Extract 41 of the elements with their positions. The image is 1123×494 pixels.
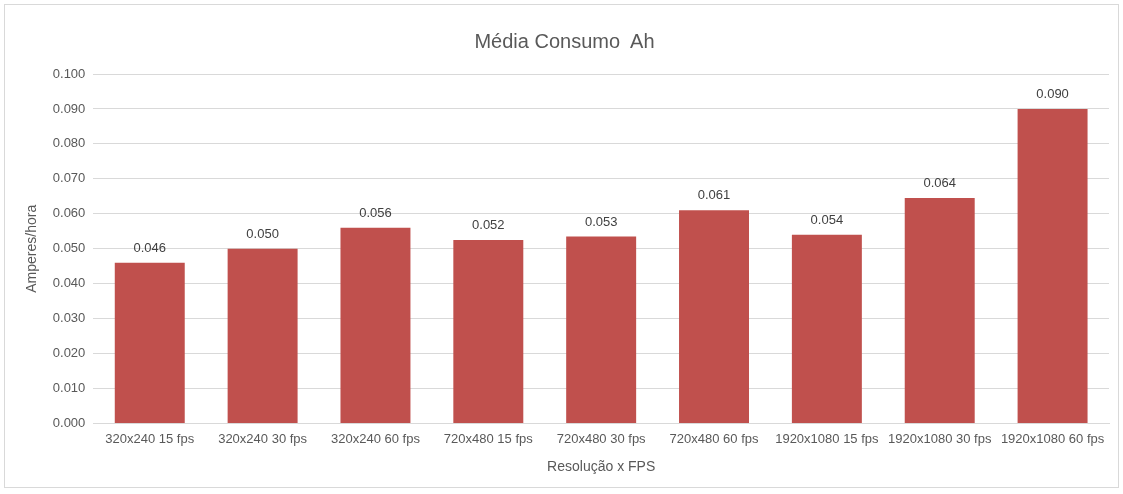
x-tick-label: 720x480 15 fps bbox=[443, 430, 534, 446]
data-label: 0.050 bbox=[246, 225, 279, 241]
x-tick-label: 1920x1080 15 fps bbox=[775, 430, 880, 446]
data-label: 0.090 bbox=[1036, 86, 1069, 102]
y-tick-label: 0.040 bbox=[52, 275, 86, 291]
data-label: 0.064 bbox=[923, 175, 956, 191]
bar bbox=[791, 234, 862, 424]
x-tick-label: 320x240 60 fps bbox=[331, 430, 421, 446]
data-label: 0.054 bbox=[810, 211, 844, 227]
y-tick-label: 0.000 bbox=[52, 415, 86, 431]
bar bbox=[1017, 108, 1088, 424]
bar bbox=[679, 210, 749, 424]
y-tick-label: 0.020 bbox=[52, 345, 86, 361]
bar bbox=[566, 236, 637, 424]
x-tick-label: 1920x1080 30 fps bbox=[888, 430, 992, 446]
bar bbox=[340, 227, 411, 424]
data-label: 0.046 bbox=[133, 239, 167, 255]
chart-title: Média Consumo Ah bbox=[474, 29, 655, 52]
x-tick-label: 320x240 30 fps bbox=[218, 430, 308, 446]
bar bbox=[114, 262, 185, 424]
y-tick-label: 0.060 bbox=[52, 205, 86, 221]
y-axis-title: Amperes/hora bbox=[23, 204, 40, 293]
y-tick-label: 0.050 bbox=[52, 240, 86, 256]
x-axis-title: Resolução x FPS bbox=[547, 458, 656, 475]
y-tick-label: 0.080 bbox=[52, 135, 86, 151]
data-label: 0.052 bbox=[472, 217, 505, 233]
y-tick-label: 0.010 bbox=[52, 380, 86, 396]
y-tick-label: 0.100 bbox=[52, 65, 86, 81]
bar bbox=[453, 240, 524, 424]
x-tick-label: 720x480 30 fps bbox=[556, 430, 647, 446]
bar bbox=[227, 248, 298, 424]
x-tick-label: 1920x1080 60 fps bbox=[1000, 430, 1105, 446]
y-tick-label: 0.090 bbox=[52, 100, 86, 116]
x-tick-label: 720x480 60 fps bbox=[669, 430, 759, 446]
data-label: 0.056 bbox=[359, 204, 392, 220]
data-label: 0.053 bbox=[584, 213, 618, 229]
data-label: 0.061 bbox=[697, 187, 731, 203]
y-tick-label: 0.030 bbox=[52, 310, 86, 326]
x-tick-label: 320x240 15 fps bbox=[105, 430, 195, 446]
y-tick-label: 0.070 bbox=[52, 170, 86, 186]
bar bbox=[904, 198, 975, 424]
